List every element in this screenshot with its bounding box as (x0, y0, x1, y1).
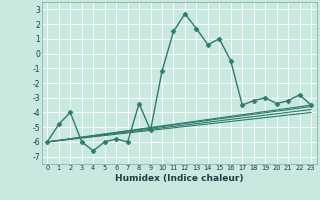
X-axis label: Humidex (Indice chaleur): Humidex (Indice chaleur) (115, 174, 244, 183)
